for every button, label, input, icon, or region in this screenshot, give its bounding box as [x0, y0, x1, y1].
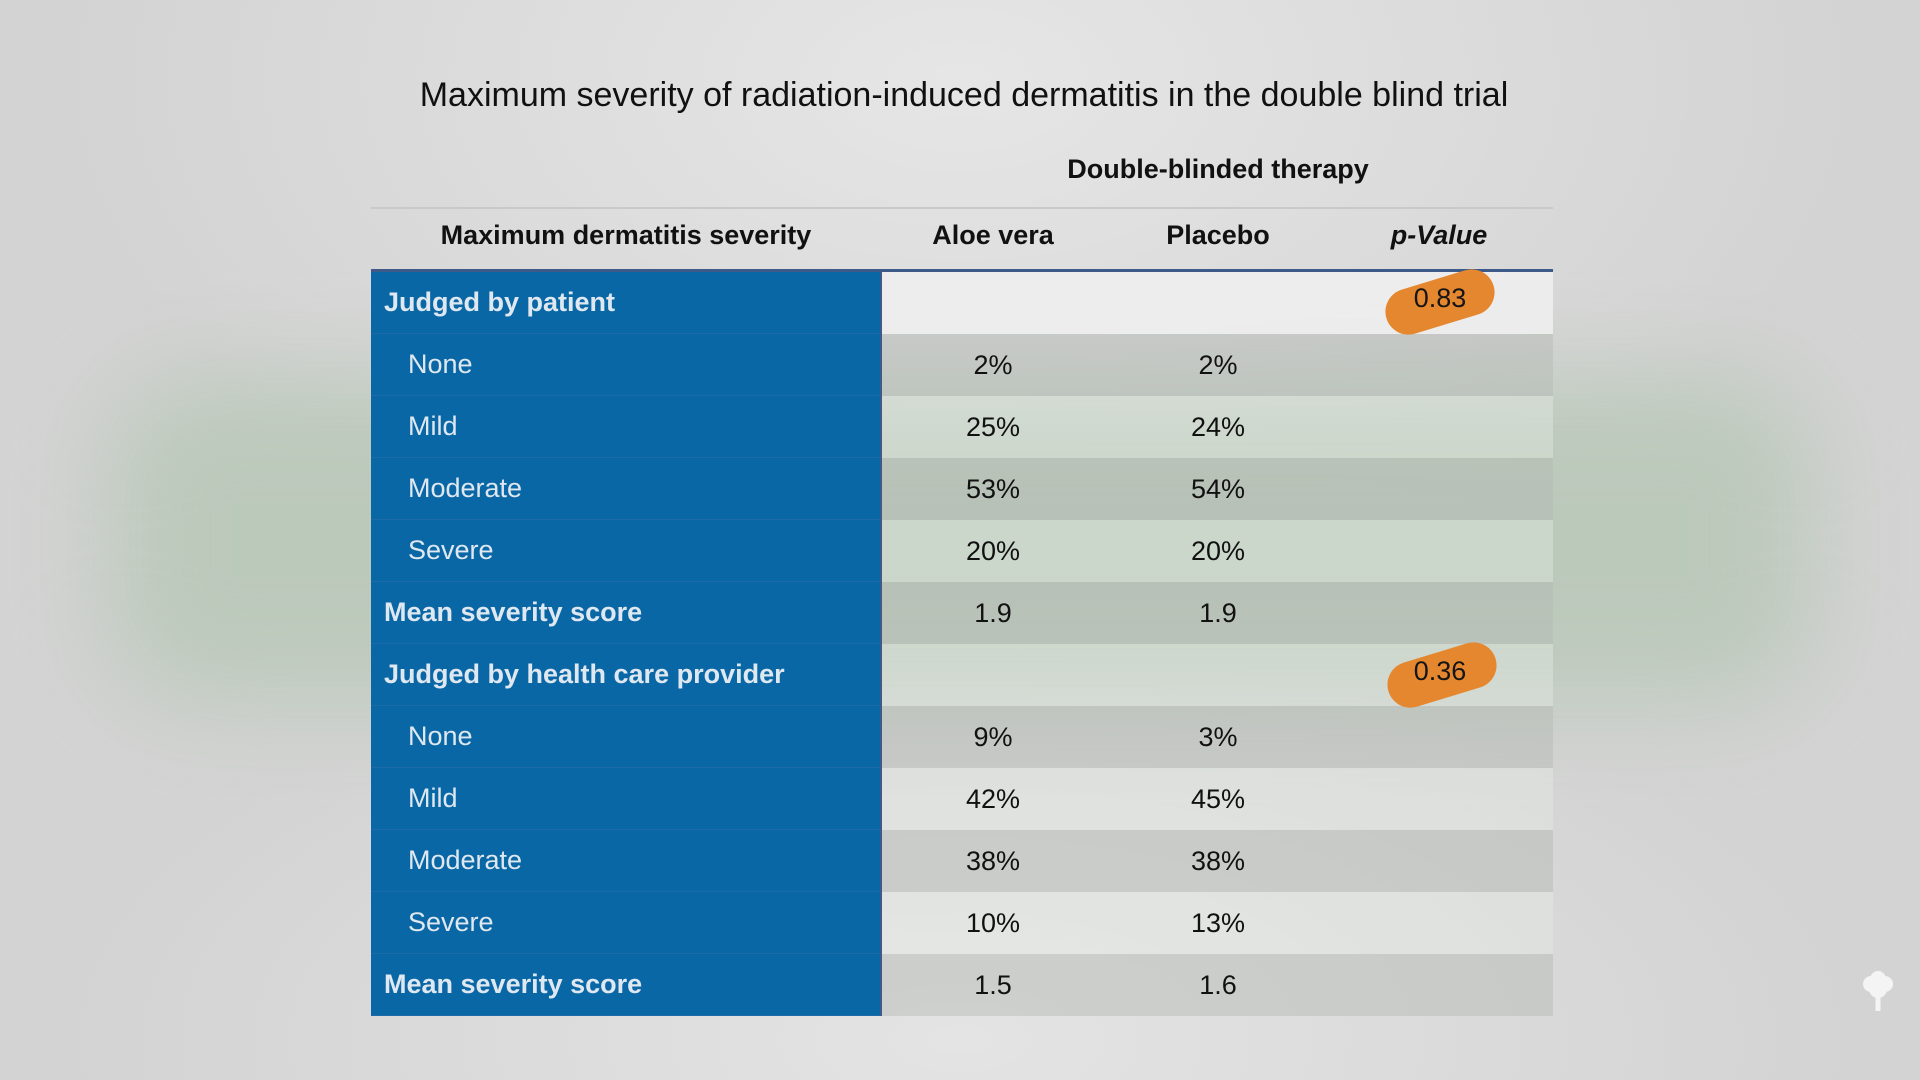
table-row: Mild 42% 45%: [371, 768, 1553, 830]
row-cells: 25% 24%: [882, 396, 1553, 458]
row-label: Moderate: [371, 458, 880, 520]
table-row: Severe 10% 13%: [371, 892, 1553, 954]
cell-aloe-vera: [903, 644, 1083, 706]
row-cells: 38% 38%: [882, 830, 1553, 892]
cell-placebo: 1.6: [1199, 970, 1237, 1000]
row-label: Severe: [371, 520, 880, 582]
cell-placebo: 54%: [1190, 474, 1246, 504]
column-header-placebo: Placebo: [1166, 220, 1270, 250]
table-row: Severe 20% 20%: [371, 520, 1553, 582]
column-header-aloe-vera: Aloe vera: [932, 220, 1054, 250]
cell-aloe-vera: 10%: [965, 908, 1021, 938]
column-header-severity: Maximum dermatitis severity: [440, 220, 812, 250]
row-label: None: [371, 334, 880, 396]
results-table: Judged by patient None 2% 2% Mild 25% 24…: [371, 272, 1553, 1016]
table-row: None 9% 3%: [371, 706, 1553, 768]
cell-aloe-vera: 2%: [973, 350, 1013, 380]
cell-aloe-vera: 9%: [973, 722, 1013, 752]
table-row: Judged by health care provider: [371, 644, 1553, 706]
table-row: None 2% 2%: [371, 334, 1553, 396]
cell-placebo: [1128, 272, 1308, 334]
p-value-patient: 0.83: [1413, 283, 1467, 313]
cell-aloe-vera: 53%: [965, 474, 1021, 504]
table-row: Mild 25% 24%: [371, 396, 1553, 458]
cell-placebo: 38%: [1190, 846, 1246, 876]
group-header: Double-blinded therapy: [1067, 154, 1369, 184]
p-value-provider: 0.36: [1413, 656, 1467, 686]
slide-title: Maximum severity of radiation-induced de…: [419, 76, 1509, 114]
cell-placebo: 13%: [1190, 908, 1246, 938]
cell-aloe-vera: 25%: [965, 412, 1021, 442]
row-cells: 1.5 1.6: [882, 954, 1553, 1016]
row-label: Judged by patient: [371, 272, 880, 334]
row-cells: 2% 2%: [882, 334, 1553, 396]
cell-placebo: 20%: [1190, 536, 1246, 566]
row-cells: 53% 54%: [882, 458, 1553, 520]
cell-aloe-vera: [903, 272, 1083, 334]
cell-placebo: 45%: [1190, 784, 1246, 814]
row-label: Mean severity score: [371, 582, 880, 644]
cell-placebo: 1.9: [1199, 598, 1237, 628]
tree-icon: [1863, 971, 1893, 1011]
cell-placebo: 24%: [1190, 412, 1246, 442]
row-label: None: [371, 706, 880, 768]
row-cells: 1.9 1.9: [882, 582, 1553, 644]
cell-aloe-vera: 1.9: [974, 598, 1012, 628]
row-cells: 10% 13%: [882, 892, 1553, 954]
table-row: Mean severity score 1.5 1.6: [371, 954, 1553, 1016]
row-label: Moderate: [371, 830, 880, 892]
table-row: Moderate 53% 54%: [371, 458, 1553, 520]
header-rule: [371, 269, 1553, 272]
cell-placebo: [1128, 644, 1308, 706]
row-label: Judged by health care provider: [371, 644, 880, 706]
row-cells: 42% 45%: [882, 768, 1553, 830]
row-label: Mean severity score: [371, 954, 880, 1016]
cell-placebo: 2%: [1198, 350, 1238, 380]
row-cells: 9% 3%: [882, 706, 1553, 768]
table-row: Judged by patient: [371, 272, 1553, 334]
cell-aloe-vera: 20%: [965, 536, 1021, 566]
cell-placebo: 3%: [1198, 722, 1238, 752]
table-row: Mean severity score 1.9 1.9: [371, 582, 1553, 644]
cell-aloe-vera: 38%: [965, 846, 1021, 876]
column-header-p-value: p-Value: [1390, 220, 1488, 250]
cell-aloe-vera: 42%: [965, 784, 1021, 814]
row-label: Severe: [371, 892, 880, 954]
table-row: Moderate 38% 38%: [371, 830, 1553, 892]
label-column-border: [880, 272, 882, 1016]
cell-aloe-vera: 1.5: [974, 970, 1012, 1000]
row-cells: 20% 20%: [882, 520, 1553, 582]
row-label: Mild: [371, 768, 880, 830]
header-divider: [371, 207, 1553, 209]
row-label: Mild: [371, 396, 880, 458]
